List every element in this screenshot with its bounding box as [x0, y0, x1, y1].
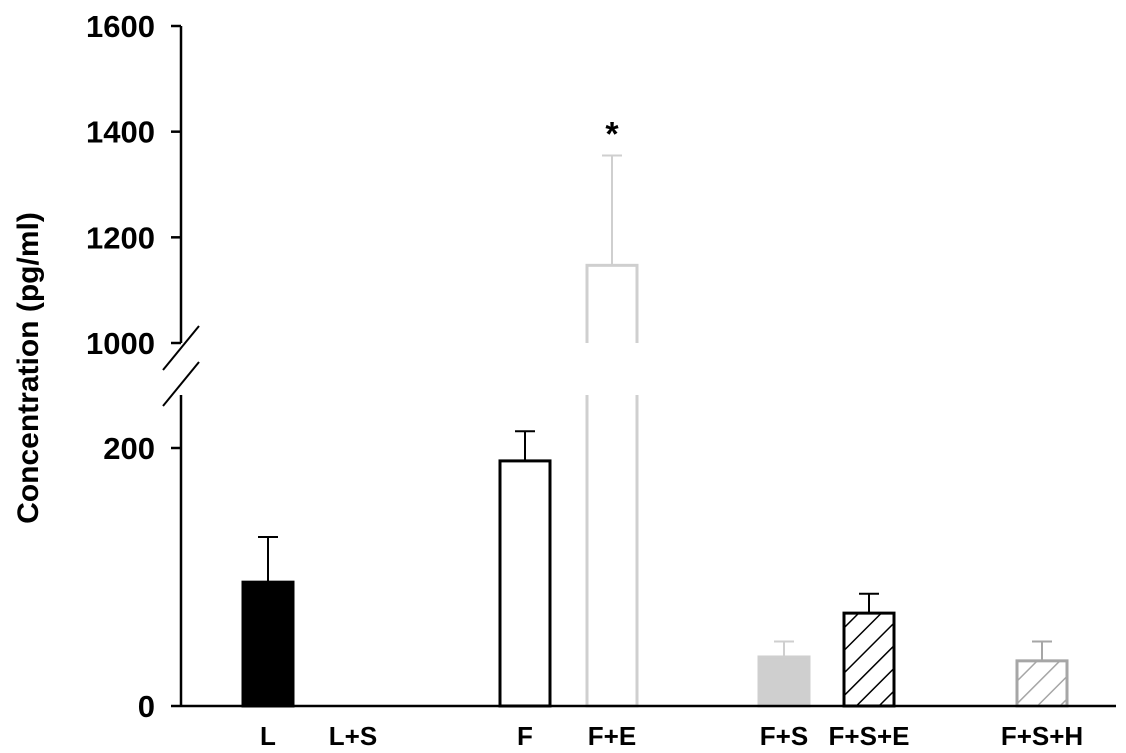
annotations: * [605, 115, 619, 153]
axis-break-mark-lower [162, 361, 200, 407]
category-label: F+S [760, 721, 808, 751]
y-tick-label: 200 [103, 431, 155, 466]
bar-f-plus-s [757, 655, 811, 708]
category-label: F+E [588, 721, 636, 751]
bars [241, 154, 1069, 708]
category-label: L [260, 721, 276, 751]
error-bar [859, 592, 879, 614]
y-tick-label: 0 [138, 689, 155, 724]
bar-break-gap [584, 343, 640, 395]
bar-f-plus-s-plus-h [1015, 659, 1069, 708]
y-axis-title: Concentration (pg/ml) [12, 212, 45, 524]
x-axis-category-labels: L L+S F F+E F+S F+S+E F+S+H [260, 721, 1083, 751]
category-label: F+S+H [1001, 721, 1083, 751]
bar-f-plus-e [585, 263, 639, 708]
error-bar [515, 430, 535, 461]
significance-asterisk: * [605, 115, 619, 153]
y-tick-label: 1200 [86, 220, 155, 255]
error-bar [1032, 640, 1052, 661]
category-label: F [517, 721, 533, 751]
axis-break-mark-upper [162, 325, 200, 371]
error-bar [774, 640, 794, 657]
error-bar [258, 536, 278, 583]
category-label: L+S [329, 721, 377, 751]
y-tick-label: 1600 [86, 9, 155, 44]
bar-f-plus-s-plus-e [842, 611, 896, 708]
bar-f [498, 459, 552, 708]
y-tick-label: 1000 [86, 326, 155, 361]
category-label: F+S+E [829, 721, 910, 751]
y-tick-label: 1400 [86, 115, 155, 150]
y-axis-ticks: 0 200 1000 1200 1400 1600 [86, 9, 181, 724]
error-bar [602, 154, 622, 266]
bar-l [241, 580, 295, 708]
